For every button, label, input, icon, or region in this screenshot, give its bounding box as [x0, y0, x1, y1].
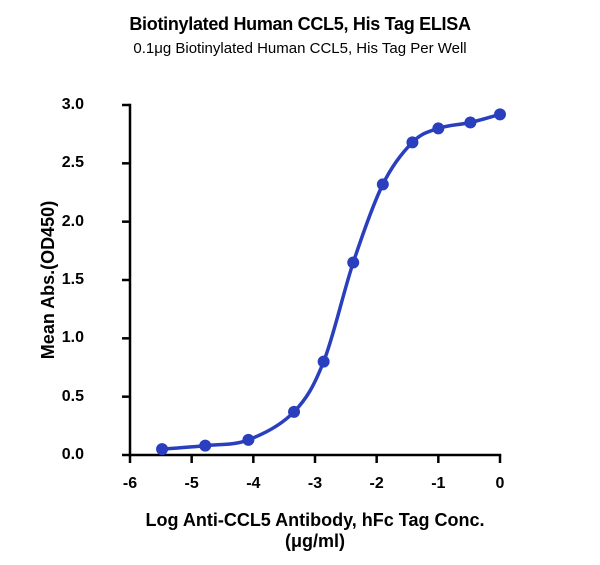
y-tick-label: 2.5 [24, 154, 84, 172]
x-tick-label: -5 [172, 475, 212, 493]
y-tick-label: 3.0 [24, 96, 84, 114]
x-tick-label: -4 [233, 475, 273, 493]
y-tick-label: 1.0 [24, 329, 84, 347]
y-tick-label: 2.0 [24, 213, 84, 231]
x-tick-label: -6 [110, 475, 150, 493]
chart-subtitle: 0.1μg Biotinylated Human CCL5, His Tag P… [0, 40, 600, 57]
x-tick-label: 0 [480, 475, 520, 493]
chart-title: Biotinylated Human CCL5, His Tag ELISA [0, 14, 600, 35]
plot-area [120, 95, 510, 465]
y-tick-label: 0.5 [24, 388, 84, 406]
elisa-chart: Biotinylated Human CCL5, His Tag ELISA 0… [0, 0, 600, 565]
y-tick-label: 1.5 [24, 271, 84, 289]
plot-svg [120, 95, 510, 465]
x-axis-label: Log Anti-CCL5 Antibody, hFc Tag Conc.(μg… [120, 510, 510, 552]
x-tick-label: -1 [418, 475, 458, 493]
x-tick-label: -3 [295, 475, 335, 493]
y-tick-label: 0.0 [24, 446, 84, 464]
x-tick-label: -2 [357, 475, 397, 493]
